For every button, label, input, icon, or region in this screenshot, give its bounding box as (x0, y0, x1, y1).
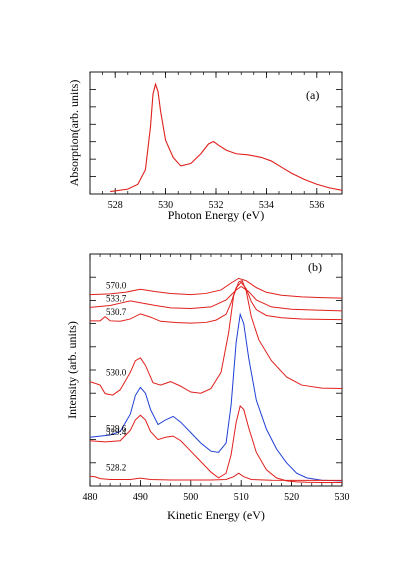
series-line-533-7 (89, 285, 343, 312)
series-line-570-0 (89, 277, 343, 299)
series-line-529-6 (89, 312, 343, 482)
series-label: 570.0 (106, 281, 127, 291)
x-tick-label: 536 (309, 200, 324, 211)
x-tick-label: 534 (259, 200, 274, 211)
series-label: 533.7 (106, 293, 127, 303)
series-line-529-4 (89, 404, 342, 484)
x-tick-label: 530 (158, 200, 173, 211)
panel-a-absorption-line (110, 82, 343, 193)
panel-a-frame (89, 71, 343, 195)
x-tick-label: 480 (83, 492, 98, 503)
panel-a-label: (a) (306, 88, 319, 102)
series-label: 530.0 (106, 368, 127, 378)
series-label: 528.2 (106, 462, 126, 472)
panel-b-y-axis-title: Intensity (arb. units) (65, 321, 79, 419)
x-tick-label: 528 (108, 200, 123, 211)
panel-b-label: (b) (308, 260, 322, 274)
series-label: 529.4 (106, 427, 127, 437)
x-tick-label: 510 (234, 492, 249, 503)
panel-b-frame (89, 253, 343, 487)
x-tick-label: 500 (183, 492, 198, 503)
x-tick-label: 532 (209, 200, 224, 211)
panel-a-ticks (89, 72, 343, 194)
panel-a-x-axis-title: Photon Energy (eV) (168, 208, 264, 222)
series-line-530-7 (90, 281, 343, 324)
panel-b-x-tick-labels: 480 490 500 510 520 530 (83, 492, 350, 503)
panel-b-intensity-chart: 480 490 500 510 520 530 570.0533.7530.7530.05… (65, 253, 350, 522)
series-line-528-2 (89, 472, 342, 481)
panel-b-series-lines (89, 277, 343, 484)
series-label: 530.7 (106, 307, 127, 317)
panel-b-x-axis-title: Kinetic Energy (eV) (167, 508, 265, 522)
series-label: 529.6 (106, 423, 127, 433)
panel-b-ticks (89, 254, 343, 486)
x-tick-label: 530 (335, 492, 350, 503)
panel-a-y-axis-title: Absorption(arb. units) (67, 80, 81, 187)
panel-a-x-tick-labels: 528 530 532 534 536 (108, 200, 325, 211)
x-tick-label: 490 (133, 492, 148, 503)
series-line-530-0 (89, 280, 343, 396)
x-tick-label: 520 (284, 492, 299, 503)
panel-a-absorption-chart: 528 530 532 534 536 (a) Photon Energy (eV) A… (67, 71, 343, 222)
